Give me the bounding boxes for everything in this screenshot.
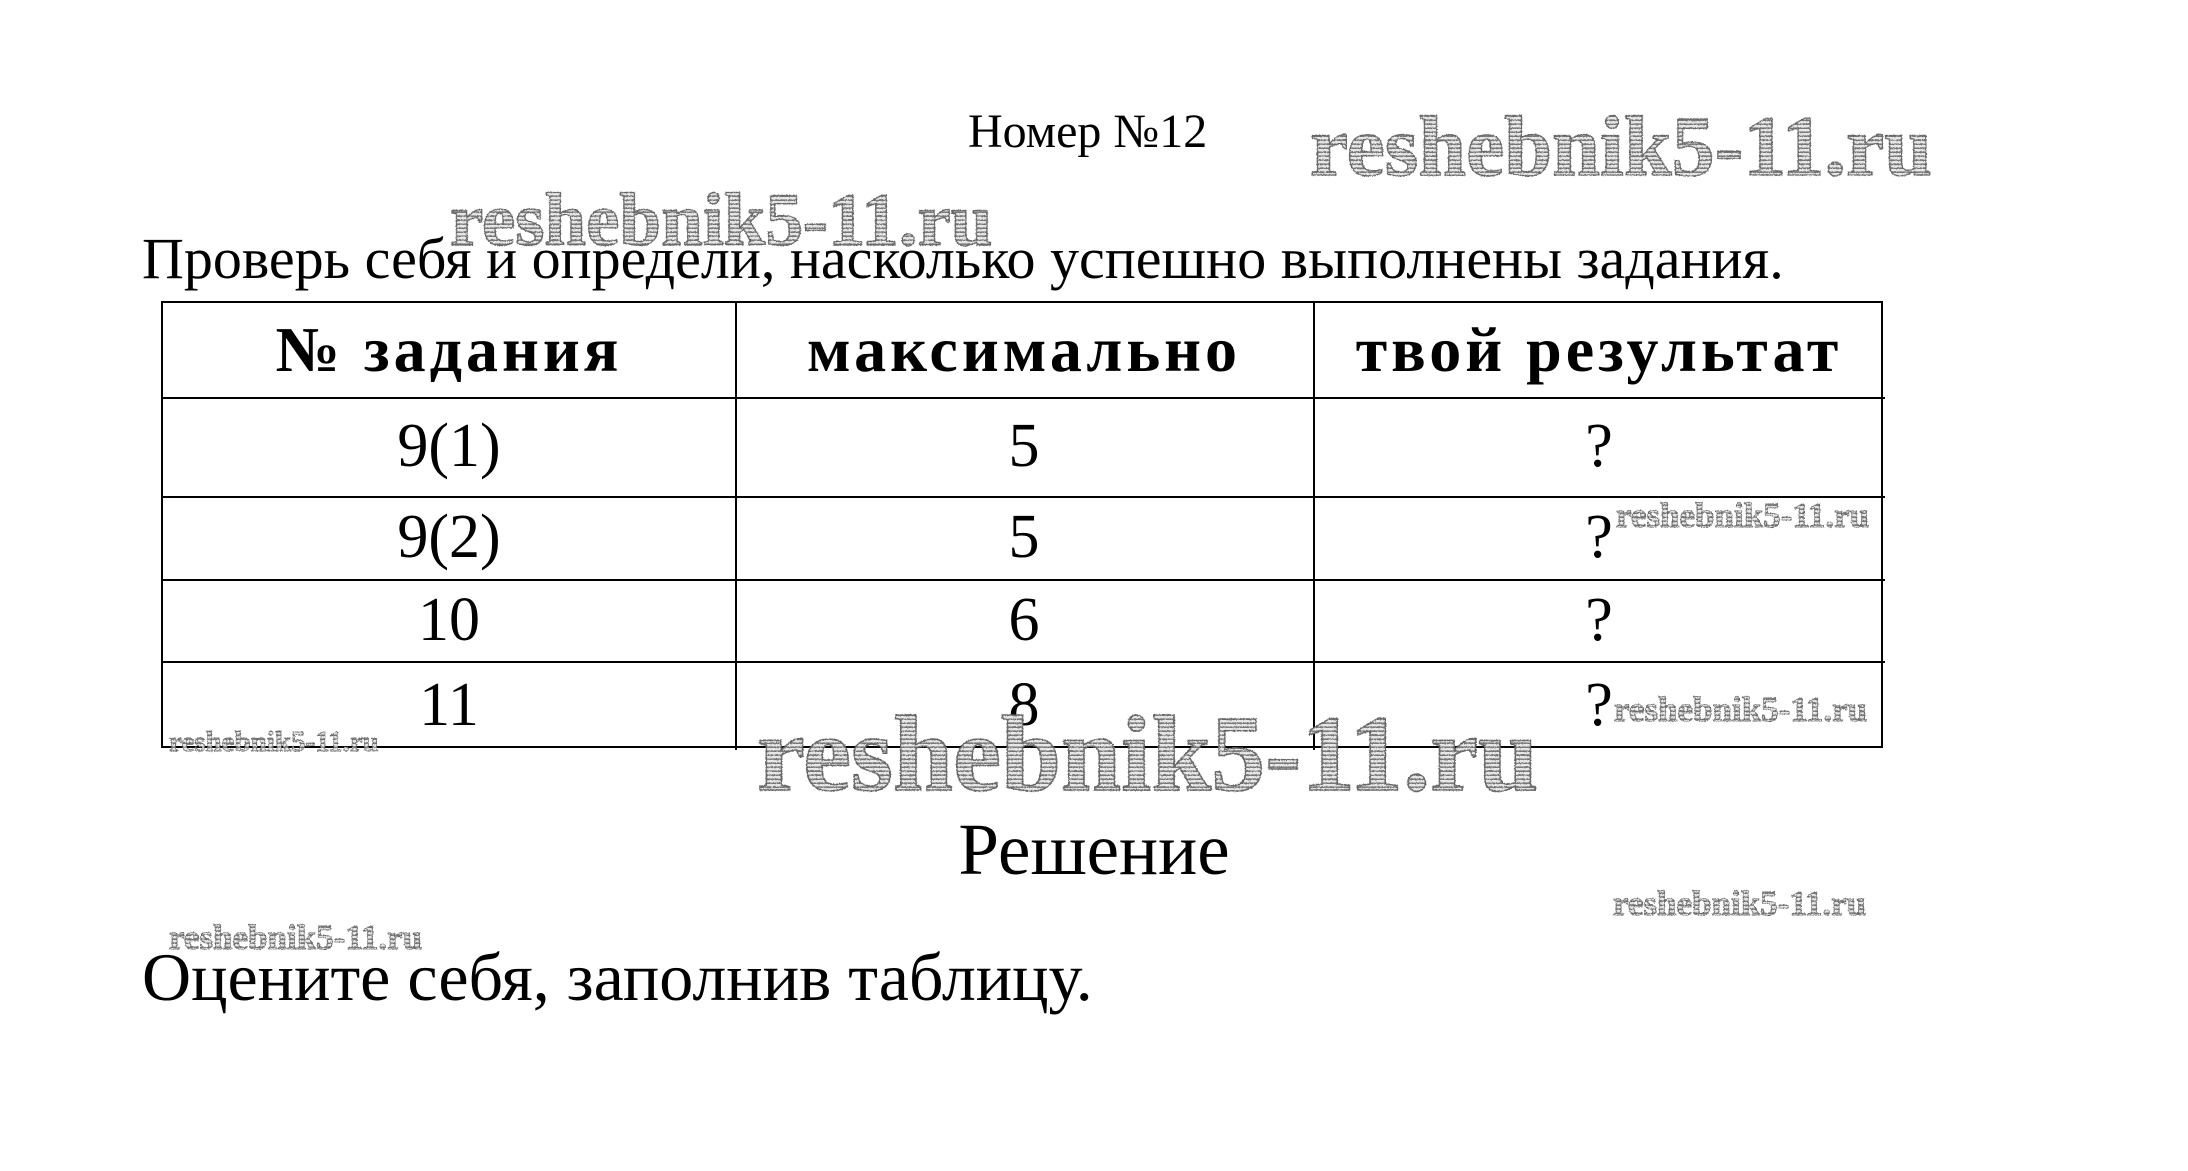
svg-text:reshebnik5-11.ru: reshebnik5-11.ru [450, 179, 992, 262]
svg-text:reshebnik5-11.ru: reshebnik5-11.ru [169, 918, 422, 957]
svg-text:reshebnik5-11.ru: reshebnik5-11.ru [1614, 690, 1867, 729]
svg-text:reshebnik5-11.ru: reshebnik5-11.ru [1613, 884, 1866, 923]
svg-text:reshebnik5-11.ru: reshebnik5-11.ru [757, 710, 1538, 814]
svg-text:reshebnik5-11.ru: reshebnik5-11.ru [169, 726, 379, 758]
svg-text:reshebnik5-11.ru: reshebnik5-11.ru [1616, 496, 1869, 535]
svg-text:reshebnik5-11.ru: reshebnik5-11.ru [1310, 98, 1932, 194]
